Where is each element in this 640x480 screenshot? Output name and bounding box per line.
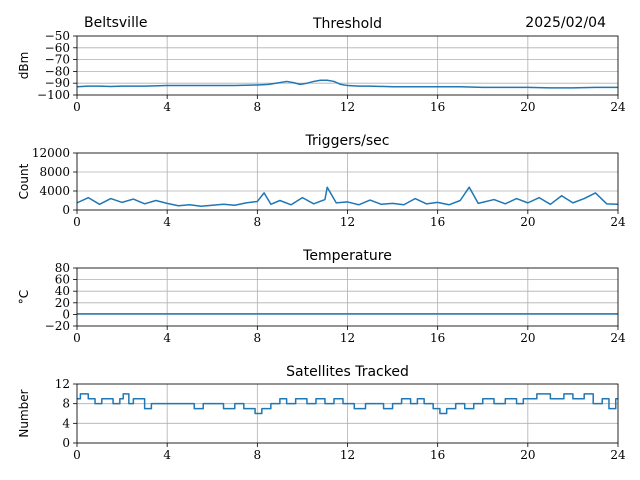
panel-1-xtick-label: 4 (163, 100, 171, 114)
panel-4-xtick-label: 20 (520, 448, 535, 462)
panel-2-ytick-label: 8000 (39, 165, 70, 179)
panel-4-xtick-label: 12 (340, 448, 355, 462)
panel-4-ytick-label: 0 (62, 436, 70, 450)
panel-2-ytick-label: 4000 (39, 184, 70, 198)
panel-4-xtick-label: 0 (73, 448, 81, 462)
panel-1-xtick-label: 8 (254, 100, 262, 114)
panel-1-xtick-label: 12 (340, 100, 355, 114)
panel-3-title: Temperature (302, 248, 392, 264)
panel-3-xtick-label: 8 (254, 331, 262, 345)
panel-3-ytick-label: 80 (55, 261, 70, 275)
panel-4-ytick-label: 8 (62, 397, 70, 411)
panel-1-ytick-label: −50 (45, 29, 70, 43)
panel-4-title: Satellites Tracked (286, 364, 409, 380)
panel-2-xtick-label: 8 (254, 215, 262, 229)
panel-3-xtick-label: 4 (163, 331, 171, 345)
panel-1-xtick-label: 16 (430, 100, 445, 114)
panel-3-xtick-label: 0 (73, 331, 81, 345)
panel-4-xtick-label: 16 (430, 448, 445, 462)
panel-3-ytick-label: 60 (55, 273, 70, 287)
panel-1-series-line (76, 79, 618, 89)
panel-1-xtick-label: 24 (610, 100, 626, 114)
panel-3-ytick-label: 0 (62, 307, 70, 321)
panel-2-ylabel: Count (17, 163, 31, 199)
panel-2-xtick-label: 24 (610, 215, 626, 229)
panel-4-ytick-label: 12 (55, 377, 70, 391)
panel-2-xtick-label: 20 (520, 215, 535, 229)
panel-4-ytick-label: 4 (62, 416, 70, 430)
panel-2-ytick-label: 0 (62, 203, 70, 217)
panel-1-ytick-label: −80 (45, 64, 70, 78)
panel-3-xtick-label: 16 (430, 331, 445, 345)
panel-3-xtick-label: 20 (520, 331, 535, 345)
panel-1-ytick-label: −60 (45, 41, 70, 55)
panel-4-xtick-label: 4 (163, 448, 171, 462)
panel-4-xtick-label: 24 (610, 448, 626, 462)
station-label: Beltsville (84, 15, 147, 31)
panel-3-ytick-label: 20 (55, 296, 70, 310)
panel-2-xtick-label: 16 (430, 215, 445, 229)
panel-4-series-line (77, 393, 618, 415)
panel-1-ytick-label: −90 (45, 76, 70, 90)
panel-1-title: Threshold (312, 16, 382, 32)
panel-1-ylabel: dBm (17, 52, 31, 80)
panel-1-xtick-label: 0 (73, 100, 81, 114)
panel-3-xtick-label: 24 (610, 331, 626, 345)
panel-2-xtick-label: 12 (340, 215, 355, 229)
panel-2-series-line (76, 186, 619, 207)
panel-4-xtick-label: 8 (254, 448, 262, 462)
panel-2-xtick-label: 0 (73, 215, 81, 229)
panel-3-ytick-label: −20 (45, 319, 70, 333)
panel-1-ytick-label: −70 (45, 53, 70, 67)
panel-1-ytick-label: −100 (37, 88, 70, 102)
panel-1-xtick-label: 20 (520, 100, 535, 114)
panel-3-ylabel: °C (17, 290, 31, 304)
panel-2-title: Triggers/sec (305, 133, 390, 149)
date-label: 2025/02/04 (525, 15, 606, 31)
panel-3-ytick-label: 40 (55, 284, 70, 298)
panel-2-ytick-label: 12000 (32, 146, 70, 160)
panel-3-xtick-label: 12 (340, 331, 355, 345)
panel-2-xtick-label: 4 (163, 215, 171, 229)
panel-4-ylabel: Number (17, 389, 31, 437)
